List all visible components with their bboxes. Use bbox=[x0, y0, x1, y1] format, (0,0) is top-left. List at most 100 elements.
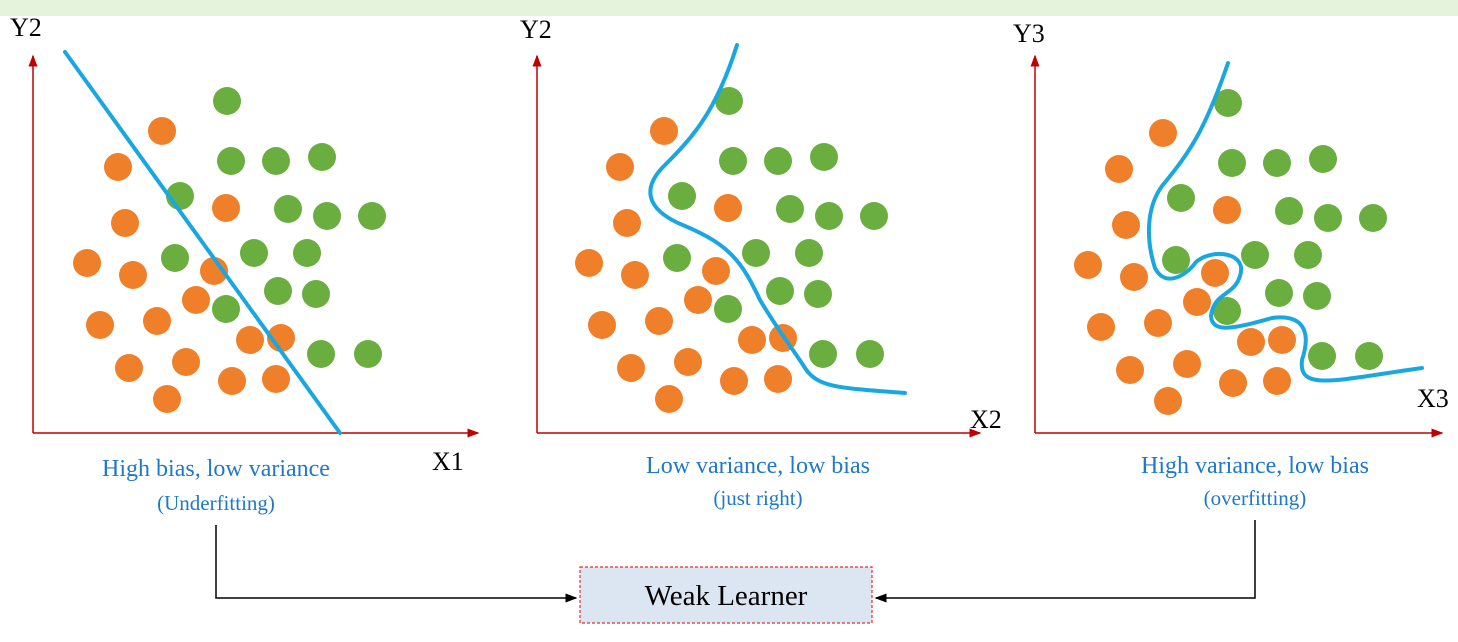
dot bbox=[274, 195, 302, 223]
dot bbox=[262, 365, 290, 393]
dot bbox=[264, 277, 292, 305]
dot bbox=[1303, 282, 1331, 310]
dot bbox=[1105, 155, 1133, 183]
dot bbox=[218, 367, 246, 395]
dot bbox=[73, 249, 101, 277]
learner-label: Weak Learner bbox=[645, 580, 808, 612]
dot bbox=[1218, 149, 1246, 177]
dot bbox=[1213, 196, 1241, 224]
top-band bbox=[0, 0, 1458, 16]
dot bbox=[293, 239, 321, 267]
dot bbox=[172, 348, 200, 376]
dot bbox=[1294, 241, 1322, 269]
dot bbox=[663, 244, 691, 272]
dot bbox=[161, 244, 189, 272]
caption: High variance, low bias bbox=[1141, 453, 1369, 479]
dot bbox=[702, 257, 730, 285]
dot bbox=[153, 385, 181, 413]
dot bbox=[302, 280, 330, 308]
dot bbox=[860, 202, 888, 230]
dot bbox=[1308, 342, 1336, 370]
dot bbox=[1237, 328, 1265, 356]
dot bbox=[313, 202, 341, 230]
dot bbox=[262, 147, 290, 175]
dot bbox=[720, 367, 748, 395]
dot bbox=[236, 326, 264, 354]
dot bbox=[1359, 204, 1387, 232]
dot bbox=[1309, 145, 1337, 173]
dot bbox=[742, 239, 770, 267]
dot bbox=[1149, 119, 1177, 147]
dot bbox=[795, 239, 823, 267]
dot bbox=[588, 311, 616, 339]
x-label: X3 bbox=[1417, 384, 1449, 413]
dot bbox=[111, 209, 139, 237]
dot bbox=[143, 307, 171, 335]
caption: Low variance, low bias bbox=[646, 453, 870, 479]
dot bbox=[1087, 313, 1115, 341]
caption: High bias, low variance bbox=[102, 456, 330, 482]
dot bbox=[1112, 211, 1140, 239]
dot bbox=[1268, 326, 1296, 354]
dot bbox=[1355, 342, 1383, 370]
dot bbox=[1173, 350, 1201, 378]
y-label: Y2 bbox=[10, 13, 42, 42]
learner-box bbox=[579, 566, 873, 624]
dot bbox=[1120, 263, 1148, 291]
dot bbox=[240, 239, 268, 267]
y-label: Y2 bbox=[520, 15, 552, 44]
dot bbox=[1275, 197, 1303, 225]
dot bbox=[182, 286, 210, 314]
dot bbox=[606, 153, 634, 181]
dot bbox=[714, 295, 742, 323]
dot bbox=[212, 194, 240, 222]
dot bbox=[217, 147, 245, 175]
dot bbox=[104, 153, 132, 181]
dot bbox=[810, 143, 838, 171]
dot bbox=[764, 147, 792, 175]
dots bbox=[73, 87, 1387, 415]
dot bbox=[1241, 241, 1269, 269]
dot bbox=[776, 195, 804, 223]
dot bbox=[1201, 259, 1229, 287]
dot bbox=[815, 202, 843, 230]
dot bbox=[267, 324, 295, 352]
dot bbox=[1213, 297, 1241, 325]
dot bbox=[307, 340, 335, 368]
dot bbox=[1219, 369, 1247, 397]
dot bbox=[645, 307, 673, 335]
connectors bbox=[215, 520, 1256, 603]
note: (overfitting) bbox=[1204, 486, 1307, 510]
dot bbox=[1074, 251, 1102, 279]
dot bbox=[86, 311, 114, 339]
x-label: X1 bbox=[432, 447, 464, 476]
x-label: X2 bbox=[970, 405, 1002, 434]
dot bbox=[764, 365, 792, 393]
dot bbox=[1314, 204, 1342, 232]
dot bbox=[715, 87, 743, 115]
dot bbox=[575, 249, 603, 277]
dot bbox=[1154, 387, 1182, 415]
dot bbox=[115, 354, 143, 382]
dot bbox=[1162, 246, 1190, 274]
dot bbox=[719, 147, 747, 175]
dot bbox=[354, 340, 382, 368]
dot bbox=[148, 117, 176, 145]
dot bbox=[1144, 309, 1172, 337]
dot bbox=[668, 182, 696, 210]
dot bbox=[1265, 279, 1293, 307]
dot bbox=[809, 340, 837, 368]
dot bbox=[1116, 356, 1144, 384]
axes bbox=[28, 54, 1444, 438]
dot bbox=[650, 117, 678, 145]
dot bbox=[200, 257, 228, 285]
dot bbox=[358, 202, 386, 230]
dot bbox=[1263, 149, 1291, 177]
dot bbox=[804, 280, 832, 308]
dot bbox=[1183, 288, 1211, 316]
y-label: Y3 bbox=[1013, 19, 1045, 48]
dot bbox=[621, 261, 649, 289]
dot bbox=[766, 277, 794, 305]
dot bbox=[119, 261, 147, 289]
